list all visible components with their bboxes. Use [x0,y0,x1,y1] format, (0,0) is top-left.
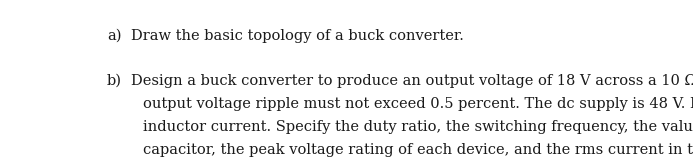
Text: capacitor, the peak voltage rating of each device, and the rms current in the in: capacitor, the peak voltage rating of ea… [143,143,693,157]
Text: output voltage ripple must not exceed 0.5 percent. The dc supply is 48 V. Design: output voltage ripple must not exceed 0.… [143,97,693,111]
Text: inductor current. Specify the duty ratio, the switching frequency, the values of: inductor current. Specify the duty ratio… [143,120,693,134]
Text: a): a) [107,29,121,43]
Text: Draw the basic topology of a buck converter.: Draw the basic topology of a buck conver… [131,29,464,43]
Text: b): b) [107,74,122,88]
Text: Design a buck converter to produce an output voltage of 18 V across a 10 Ω load : Design a buck converter to produce an ou… [131,74,693,88]
